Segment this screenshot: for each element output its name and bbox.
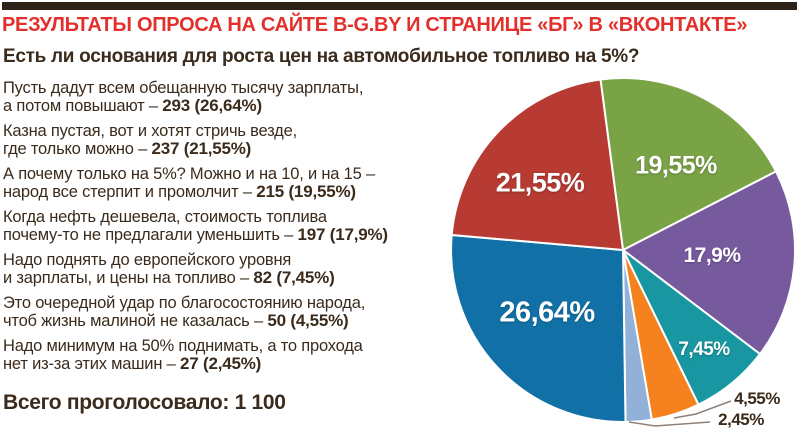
answer-text: Надо минимум на 50% поднимать, а то прох… (3, 337, 363, 355)
pie-slice-0 (599, 77, 777, 251)
answer-text: Казна пустая, вот и хотят стричь везде, (3, 122, 297, 140)
answer-text: нет из-за этих машин – (3, 355, 180, 373)
total-votes-label: Всего проголосовало: 1 100 (3, 391, 286, 414)
answer-item-3: А почему только на 5%? Можно и на 10, и … (3, 165, 453, 201)
pie-label-17-9: 17,9% (683, 244, 741, 267)
answer-text: где только можно – (3, 140, 152, 158)
answer-text: А почему только на 5%? Можно и на 10, и … (3, 165, 375, 183)
leader-line-3 (673, 400, 732, 419)
pie-slice-5 (450, 234, 627, 424)
answer-item-6: Это очередной удар по благосостоянию нар… (3, 294, 453, 330)
pie-label-2-45: 2,45% (718, 410, 764, 429)
answer-votes: 27 (2,45%) (179, 354, 262, 373)
answer-text: Надо поднять до европейского уровня (3, 251, 292, 269)
answer-item-1: Пусть дадут всем обещанную тысячу зарпла… (3, 79, 453, 115)
poll-question: Есть ли основания для роста цен на автом… (3, 46, 640, 67)
answer-text: Когда нефть дешевела, стоимость топлива (3, 208, 327, 226)
pie-label-19-55: 19,55% (635, 151, 717, 180)
answer-item-7: Надо минимум на 50% поднимать, а то прох… (3, 337, 453, 373)
answer-votes: 50 (4,55%) (267, 311, 349, 330)
answer-votes: 197 (17,9%) (297, 225, 388, 244)
answer-item-2: Казна пустая, вот и хотят стричь везде, г… (3, 122, 453, 158)
leader-line-4 (628, 421, 711, 427)
answer-text: и зарплаты, и цены на топливо – (3, 269, 254, 287)
answers-list: Пусть дадут всем обещанную тысячу зарпла… (3, 79, 453, 380)
answer-votes: 293 (26,64%) (162, 96, 262, 115)
pie-label-7-45: 7,45% (678, 339, 730, 360)
answer-text: Это очередной удар по благосостоянию нар… (3, 294, 366, 312)
pie-slice-6 (450, 78, 624, 251)
page-title: РЕЗУЛЬТАТЫ ОПРОСА НА САЙТЕ B-G.BY И СТРА… (2, 14, 748, 36)
pie-label-26-64: 26,64% (499, 296, 595, 329)
answer-text: почему-то не предлагали уменьшить – (3, 226, 298, 244)
answer-text: Пусть дадут всем обещанную тысячу зарпла… (3, 79, 364, 97)
answer-votes: 237 (21,55%) (151, 139, 252, 158)
pie-label-21-55: 21,55% (495, 167, 585, 198)
answer-votes: 215 (19,55%) (256, 182, 356, 201)
pie-label-4-55: 4,55% (734, 389, 780, 408)
answer-item-5: Надо поднять до европейского уровня и зар… (3, 251, 453, 287)
top-divider-bar (2, 2, 797, 10)
pie-slice-1 (622, 170, 796, 355)
answer-text: народ все стерпит и промолчит – (3, 183, 257, 201)
answer-item-4: Когда нефть дешевела, стоимость топлива п… (3, 208, 453, 244)
answer-text: а потом повышают – (3, 97, 163, 115)
answer-text: чтоб жизнь малиной не казалась – (3, 312, 268, 330)
answer-votes: 82 (7,45%) (253, 268, 335, 287)
